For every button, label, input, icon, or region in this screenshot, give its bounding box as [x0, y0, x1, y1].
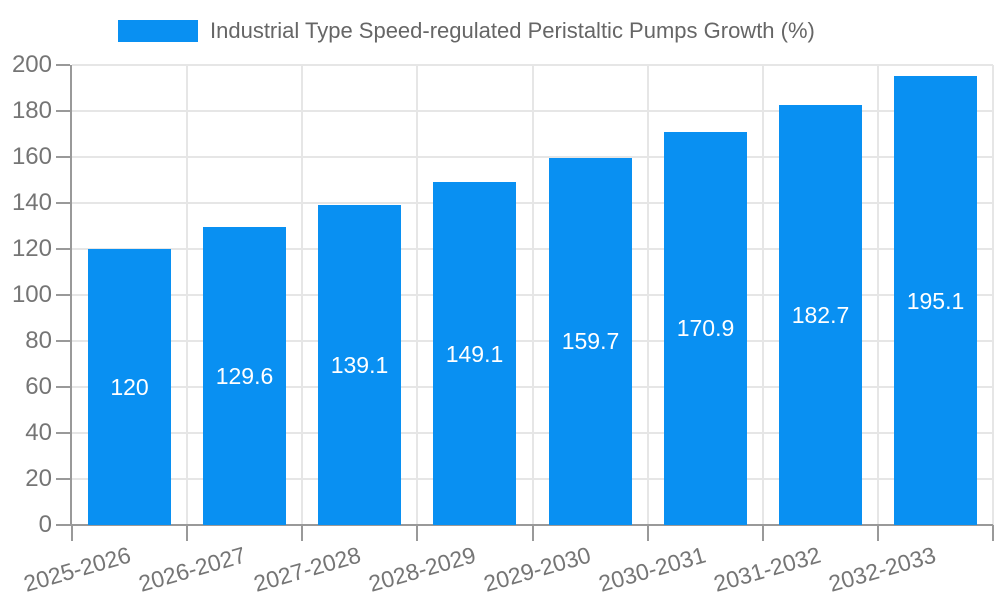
v-gridline — [186, 65, 188, 525]
bar-value-label: 149.1 — [445, 341, 504, 367]
bar-value-label: 159.7 — [561, 328, 620, 354]
x-axis-line — [70, 524, 993, 526]
v-gridline — [416, 65, 418, 525]
bar — [88, 249, 171, 525]
bar-value-label: 129.6 — [215, 363, 274, 389]
y-tick-mark — [56, 110, 70, 112]
x-tick-mark — [992, 525, 994, 541]
y-tick-mark — [56, 248, 70, 250]
y-tick-label: 20 — [25, 465, 52, 492]
bar — [433, 182, 516, 525]
y-tick-label: 40 — [25, 419, 52, 446]
x-tick-label: 2031-2032 — [710, 541, 824, 597]
y-tick-label: 80 — [25, 327, 52, 354]
x-tick-mark — [762, 525, 764, 541]
legend-label: Industrial Type Speed-regulated Peristal… — [210, 18, 815, 43]
chart-legend: Industrial Type Speed-regulated Peristal… — [118, 14, 815, 48]
x-tick-label: 2030-2031 — [595, 541, 709, 597]
x-tick-mark — [532, 525, 534, 541]
v-gridline — [762, 65, 764, 525]
y-tick-mark — [56, 156, 70, 158]
bar-value-label: 139.1 — [330, 352, 389, 378]
v-gridline — [877, 65, 879, 525]
bar-value-label: 120 — [110, 374, 149, 400]
bar — [203, 226, 286, 525]
y-tick-mark — [56, 294, 70, 296]
y-tick-label: 160 — [11, 143, 52, 170]
x-tick-mark — [301, 525, 303, 541]
y-tick-mark — [56, 386, 70, 388]
x-tick-label: 2026-2027 — [135, 541, 249, 597]
y-tick-label: 180 — [11, 97, 52, 124]
bar — [318, 205, 401, 525]
x-tick-mark — [186, 525, 188, 541]
x-tick-label: 2032-2033 — [826, 541, 940, 597]
y-tick-label: 120 — [11, 235, 52, 262]
y-tick-mark — [56, 478, 70, 480]
y-tick-label: 60 — [25, 373, 52, 400]
y-tick-label: 100 — [11, 281, 52, 308]
x-tick-label: 2025-2026 — [20, 541, 134, 597]
bar — [549, 157, 632, 525]
v-gridline — [992, 65, 994, 525]
bar — [779, 104, 862, 525]
y-tick-mark — [56, 64, 70, 66]
y-tick-mark — [56, 202, 70, 204]
x-tick-mark — [71, 525, 73, 541]
y-tick-mark — [56, 432, 70, 434]
x-tick-label: 2028-2029 — [365, 541, 479, 597]
x-tick-label: 2027-2028 — [250, 541, 364, 597]
x-tick-mark — [877, 525, 879, 541]
v-gridline — [532, 65, 534, 525]
bar-value-label: 195.1 — [906, 288, 965, 314]
legend-swatch — [118, 20, 198, 42]
y-axis-line — [70, 65, 72, 525]
y-tick-mark — [56, 524, 70, 526]
v-gridline — [647, 65, 649, 525]
bar-value-label: 170.9 — [676, 315, 735, 341]
y-tick-mark — [56, 340, 70, 342]
bar — [894, 76, 977, 525]
x-tick-label: 2029-2030 — [480, 541, 594, 597]
x-tick-mark — [647, 525, 649, 541]
y-tick-label: 0 — [38, 511, 52, 538]
y-tick-label: 200 — [11, 51, 52, 78]
bar-value-label: 182.7 — [791, 302, 850, 328]
y-tick-label: 140 — [11, 189, 52, 216]
bar — [664, 131, 747, 525]
v-gridline — [301, 65, 303, 525]
x-tick-mark — [416, 525, 418, 541]
